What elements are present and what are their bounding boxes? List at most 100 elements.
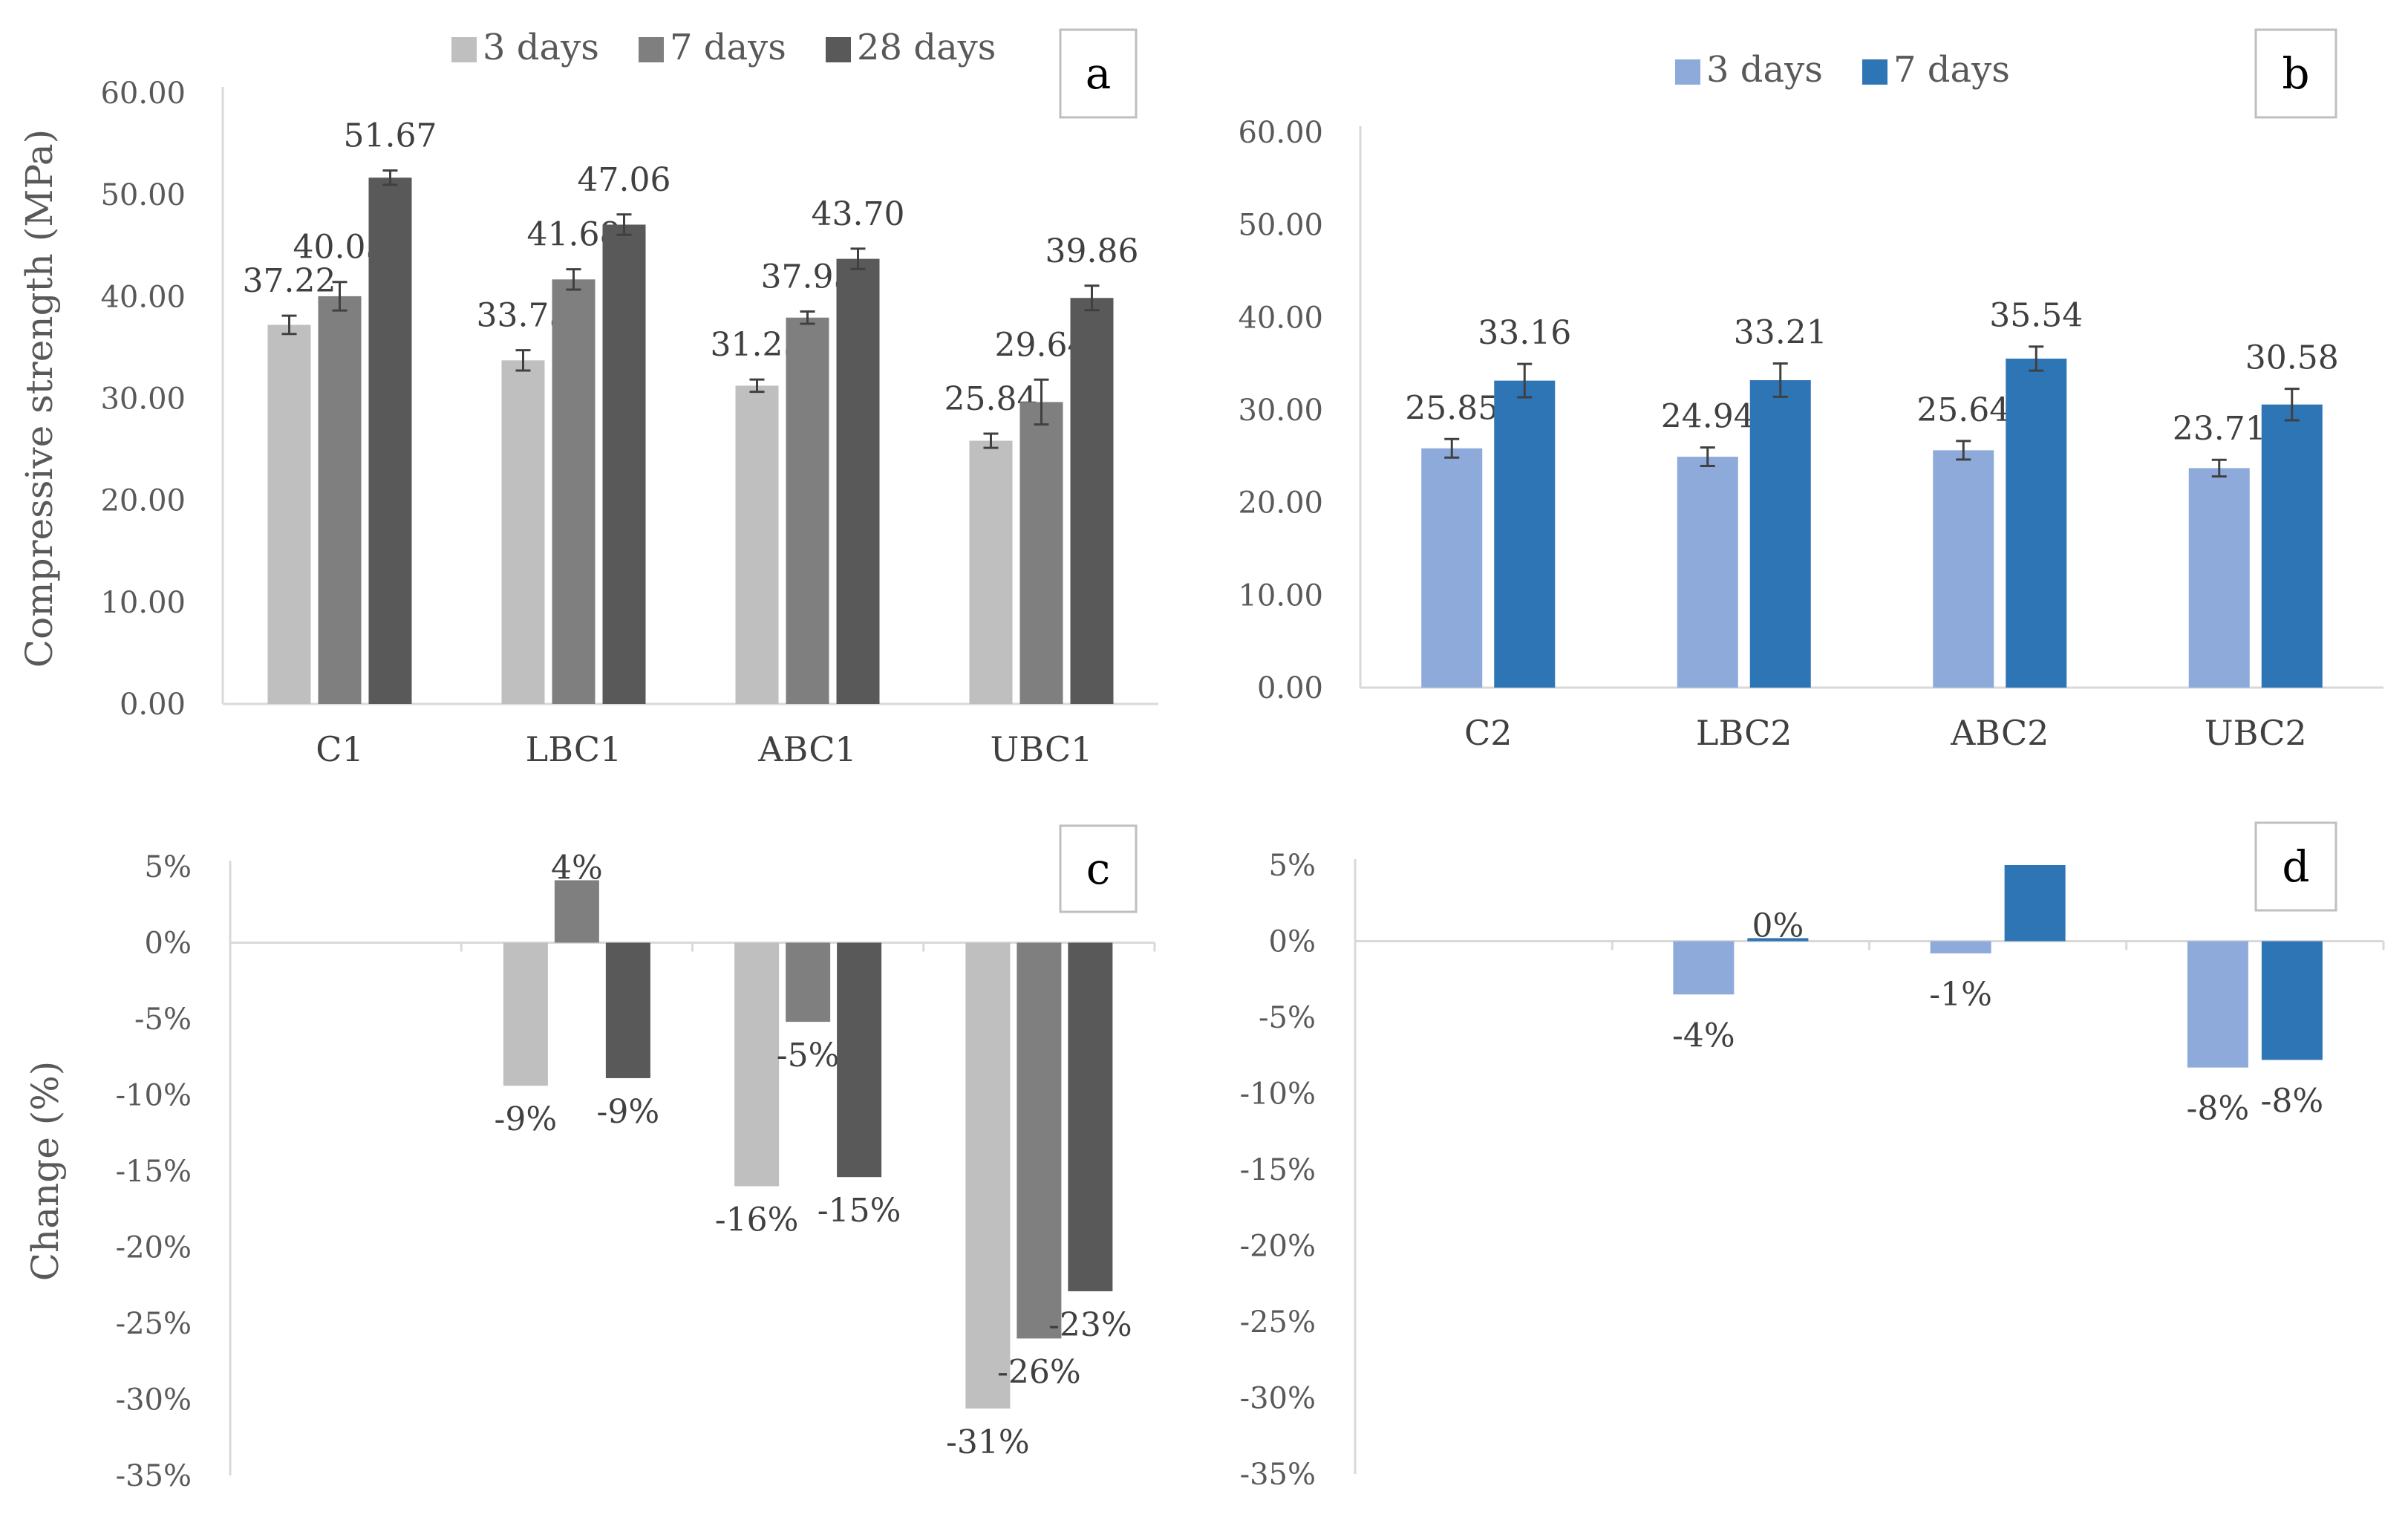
chart-panel-d: -35% -30% -25% -20% -15% -10% -5% 0% 5% -4% -1% -8%… [1240, 821, 2385, 1492]
x-tick-label-c2: C2 [1464, 713, 1512, 753]
y-tick-label: 50.00 [1238, 209, 1323, 243]
chart-panel-b: 0.00 10.00 20.00 30.00 40.00 50.00 60.00 C2 LBC2… [1238, 28, 2383, 753]
y-tick-label: -10% [116, 1079, 192, 1113]
bar-ubc1-7-days [1017, 942, 1062, 1339]
panel-label-box [2254, 28, 2337, 119]
y-axis-title: Compressive strength (MPa) [18, 129, 61, 668]
data-label: -9% [597, 1093, 660, 1131]
bar-lbc1-3-days [503, 942, 548, 1086]
panel-label-box [2254, 821, 2337, 912]
data-label: -16% [715, 1201, 799, 1239]
bar-ubc1-28-days [1068, 942, 1113, 1291]
data-label: 51.67 [344, 117, 437, 155]
y-tick-label: -15% [116, 1155, 192, 1189]
legend-swatch [639, 37, 664, 62]
y-tick-label: 5% [145, 850, 192, 884]
data-label: 25.64 [1916, 391, 2010, 429]
y-axis-title: Change (%) [24, 1061, 67, 1281]
bar-ubc1-7-days [1019, 402, 1063, 704]
data-label: -9% [495, 1100, 558, 1138]
bar-abc1-28-days [837, 942, 882, 1178]
data-label: 37.22 [243, 262, 336, 300]
y-tick-label: 40.00 [100, 280, 186, 314]
y-tick-label: -25% [116, 1307, 192, 1341]
y-tick-label: -5% [134, 1002, 192, 1037]
y-tick-label: 0.00 [120, 688, 186, 722]
legend-entry: 7 days [670, 27, 786, 68]
bar-ubc2-7-days [2261, 404, 2323, 688]
data-label: 25.85 [1405, 389, 1498, 427]
data-label: 33.21 [1734, 314, 1827, 352]
y-tick-label: 60.00 [100, 76, 186, 111]
legend-swatch [1675, 59, 1700, 85]
bar-abc2-3-days [1933, 450, 1994, 688]
data-label: -15% [818, 1192, 901, 1230]
bar-lbc1-3-days [501, 360, 545, 704]
bar-abc1-28-days [836, 258, 880, 704]
data-label: -23% [1048, 1306, 1132, 1344]
panel-label: d [2282, 841, 2309, 892]
data-label: -1% [1929, 976, 1992, 1014]
bar-lbc1-28-days [605, 942, 650, 1078]
bar-abc1-7-days [786, 942, 831, 1022]
data-label: 47.06 [578, 161, 671, 199]
x-tick-label-ubc1: UBC1 [991, 729, 1093, 769]
panel-label-box [1059, 28, 1138, 119]
bar-ubc1-3-days [969, 440, 1013, 704]
bar-lbc2-3-days [1677, 457, 1738, 688]
bar-ubc2-7-days [2261, 941, 2323, 1060]
x-tick-label-lbc2: LBC2 [1696, 713, 1792, 753]
chart-panel-a: 0.00 10.00 20.00 30.00 40.00 50.00 60.00 C1 LBC1… [18, 27, 1158, 769]
bar-ubc2-3-days [2187, 941, 2248, 1068]
data-label: 39.86 [1045, 232, 1139, 270]
bar-abc1-3-days [735, 385, 779, 704]
legend-entry: 3 days [483, 27, 599, 68]
bar-lbc1-7-days [554, 880, 599, 943]
bar-lbc1-28-days [602, 224, 646, 704]
data-label: -8% [2187, 1090, 2250, 1128]
data-label: 24.94 [1661, 398, 1755, 436]
y-tick-label: -10% [1240, 1077, 1316, 1112]
data-label: -31% [946, 1423, 1030, 1461]
y-tick-label: 10.00 [1238, 578, 1323, 613]
data-label: 23.71 [2173, 410, 2266, 448]
y-tick-label: -15% [1240, 1153, 1316, 1187]
legend-swatch [451, 37, 477, 62]
panel-label: b [2282, 48, 2309, 99]
bar-c1-7-days [318, 296, 362, 704]
bar-c2-7-days [1494, 380, 1556, 688]
bar-c1-3-days [267, 324, 311, 704]
y-tick-label: -30% [1240, 1382, 1316, 1416]
y-tick-label: -20% [1240, 1230, 1316, 1264]
y-tick-label: 5% [1269, 849, 1316, 883]
y-tick-label: 0% [145, 927, 192, 961]
data-label: 33.16 [1478, 314, 1571, 352]
x-tick-label-abc1: ABC1 [757, 729, 856, 769]
y-tick-label: -20% [116, 1231, 192, 1265]
y-tick-label: 40.00 [1238, 301, 1323, 335]
y-tick-label: 50.00 [100, 178, 186, 212]
data-label: -26% [997, 1354, 1081, 1392]
data-label: -5% [777, 1037, 840, 1074]
panel-label: c [1086, 844, 1110, 894]
y-tick-label: -35% [1240, 1458, 1316, 1492]
bar-c2-3-days [1421, 448, 1483, 688]
bar-ubc1-28-days [1070, 298, 1114, 704]
bar-abc1-7-days [786, 317, 829, 705]
data-label: 43.70 [812, 195, 905, 233]
bar-ubc1-3-days [965, 942, 1011, 1409]
data-label: 4% [551, 849, 603, 887]
bar-abc2-7-days [2004, 865, 2066, 942]
y-tick-label: -5% [1259, 1001, 1316, 1035]
y-tick-label: 30.00 [1238, 394, 1323, 428]
y-tick-label: 30.00 [100, 382, 186, 417]
y-tick-label: 20.00 [100, 484, 186, 518]
x-tick-label-abc2: ABC2 [1950, 713, 2049, 753]
bar-c1-28-days [368, 177, 412, 704]
bar-abc2-3-days [1930, 941, 1991, 953]
legend-swatch [1862, 59, 1887, 85]
x-tick-label-ubc2: UBC2 [2205, 713, 2307, 753]
bar-lbc1-7-days [552, 279, 596, 705]
y-tick-label: 0% [1269, 925, 1316, 959]
